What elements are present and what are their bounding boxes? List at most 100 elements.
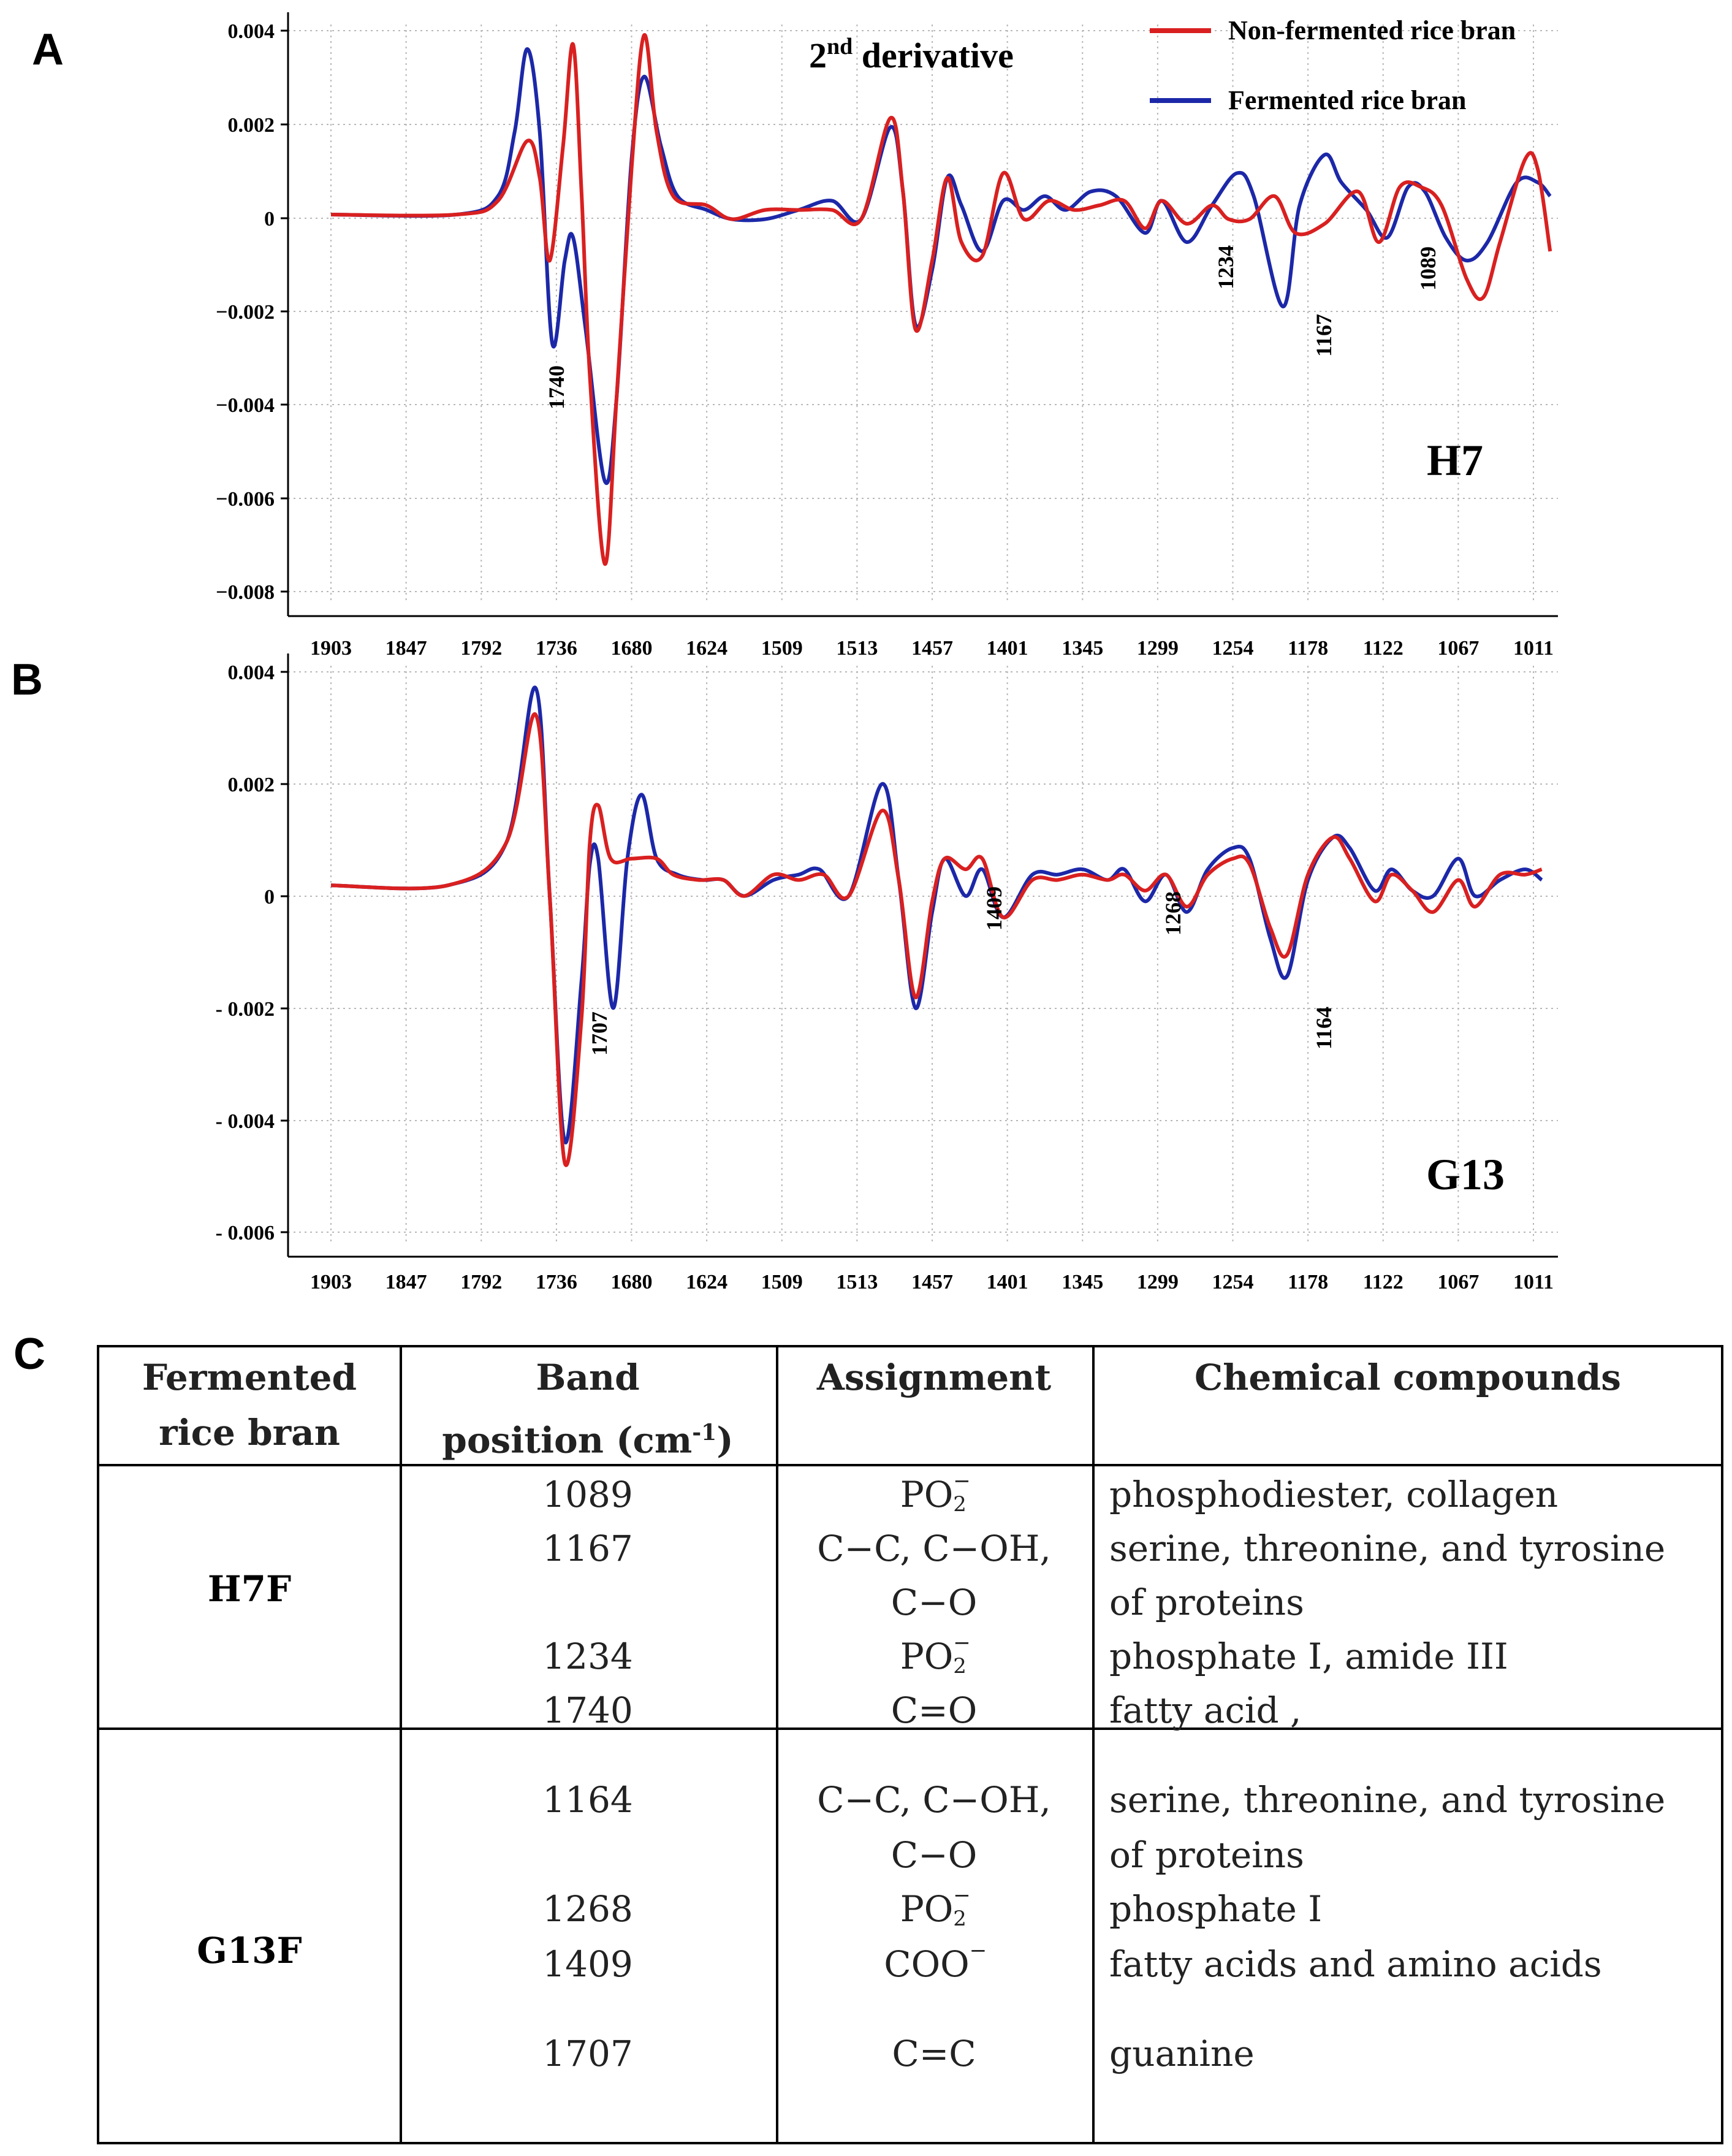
band-position-cell: 1164 <box>542 1779 633 1821</box>
chemical-compound-cell: of proteins <box>1109 1582 1304 1623</box>
annotation-1409: 1409 <box>982 886 1006 931</box>
x-tick-label: 1624 <box>686 1271 727 1293</box>
panel-letter-a: A <box>32 25 64 74</box>
header-fermented-rice-bran: Fermented rice bran <box>142 1357 357 1453</box>
panel-letter-b: B <box>11 655 43 704</box>
band-position-cell: 1234 <box>542 1636 633 1677</box>
x-tick-label: 1509 <box>761 1271 803 1293</box>
annotation-1167: 1167 <box>1312 314 1336 357</box>
annotation-1089: 1089 <box>1416 246 1440 291</box>
x-tick-label: 1513 <box>836 1271 878 1293</box>
x-tick-label: 1067 <box>1437 637 1479 660</box>
series-line-fermented <box>330 685 1543 1145</box>
assignment-cell: PO −2 <box>900 1630 971 1678</box>
band-position-cell: 1167 <box>542 1528 633 1569</box>
y-tick-label: - 0.002 <box>216 998 275 1021</box>
chemical-compound-cell: fatty acid , <box>1109 1689 1302 1731</box>
chemical-compound-cell: of proteins <box>1109 1834 1304 1876</box>
x-tick-label: 1513 <box>836 637 878 660</box>
x-tick-label: 1792 <box>460 1271 502 1293</box>
y-tick-label: −0.002 <box>216 301 275 324</box>
y-tick-label: 0 <box>264 886 275 908</box>
series-line-non-fermented <box>330 712 1543 1167</box>
x-tick-label: 1903 <box>310 1271 352 1293</box>
chemical-compound-cell: phosphate I, amide III <box>1109 1636 1508 1677</box>
chemical-compound-cell: phosphate I <box>1109 1888 1323 1930</box>
x-tick-label: 1254 <box>1212 637 1254 660</box>
header-chemical-compounds: Chemical compounds <box>1195 1357 1621 1398</box>
group-label-h7f: H7F <box>207 1568 292 1610</box>
assignment-cell: PO −2 <box>900 1883 971 1931</box>
annotation-1740: 1740 <box>544 365 569 409</box>
band-position-cell: 1089 <box>542 1474 633 1515</box>
x-tick-label: 1178 <box>1288 1271 1328 1293</box>
y-tick-label: 0 <box>264 208 275 230</box>
x-tick-label: 1178 <box>1288 637 1328 660</box>
y-tick-label: 0.004 <box>228 661 275 684</box>
x-tick-label: 1401 <box>987 1271 1028 1293</box>
header-assignment: Assignment <box>816 1357 1052 1398</box>
chemical-compound-cell: serine, threonine, and tyrosine <box>1109 1528 1666 1569</box>
x-tick-label: 1680 <box>611 1271 653 1293</box>
header-band-position: Band position (cm-1) <box>442 1357 734 1461</box>
assignment-cell: C−C, C−OH, <box>817 1528 1051 1569</box>
y-tick-label: −0.006 <box>216 488 275 511</box>
legend-label-fermented: Fermented rice bran <box>1228 85 1467 115</box>
chemical-compound-cell: serine, threonine, and tyrosine <box>1109 1779 1666 1821</box>
x-tick-label: 1345 <box>1062 637 1103 660</box>
x-tick-label: 1457 <box>911 1271 953 1293</box>
panel-letter-c: C <box>13 1330 45 1379</box>
band-position-cell: 1707 <box>542 2033 633 2074</box>
y-tick-label: 0.002 <box>228 774 275 796</box>
x-tick-label: 1299 <box>1137 1271 1179 1293</box>
x-tick-label: 1903 <box>310 637 352 660</box>
chart-title: 2nd derivative <box>809 34 1014 75</box>
annotation-1234: 1234 <box>1214 245 1238 289</box>
band-position-cell: 1740 <box>542 1689 633 1731</box>
chemical-compound-cell: guanine <box>1109 2033 1255 2074</box>
group-label-g13f: G13F <box>197 1930 302 1971</box>
annotation-1707: 1707 <box>587 1011 612 1056</box>
x-tick-label: 1792 <box>460 637 502 660</box>
assignment-cell: PO −2 <box>900 1468 971 1517</box>
assignment-cell: C=C <box>892 2033 976 2074</box>
panel-label-h7: H7 <box>1427 436 1483 485</box>
chart-a: 0.004 0.002 0 −0.002 −0.004 −0.006 −0.008 1903 1… <box>216 12 1558 660</box>
x-tick-label: 1736 <box>536 1271 577 1293</box>
band-position-cell: 1409 <box>542 1943 633 1985</box>
assignment-cell: COO − <box>884 1938 987 1985</box>
assignment-cell: C−O <box>891 1834 978 1876</box>
x-tick-label: 1509 <box>761 637 803 660</box>
x-tick-label: 1680 <box>611 637 653 660</box>
x-tick-label: 1401 <box>987 637 1028 660</box>
series-line-non-fermented <box>330 33 1552 566</box>
y-tick-label: - 0.006 <box>216 1222 275 1244</box>
x-tick-label: 1624 <box>686 637 727 660</box>
x-tick-label: 1736 <box>536 637 577 660</box>
x-tick-label: 1067 <box>1437 1271 1479 1293</box>
x-tick-label: 1254 <box>1212 1271 1254 1293</box>
x-tick-label: 1122 <box>1363 1271 1403 1293</box>
x-tick-label: 1011 <box>1513 1271 1554 1293</box>
x-tick-label: 1122 <box>1363 637 1403 660</box>
y-tick-label: - 0.004 <box>216 1110 275 1133</box>
x-tick-label: 1345 <box>1062 1271 1103 1293</box>
annotation-1268: 1268 <box>1161 891 1185 935</box>
legend-label-non-fermented: Non-fermented rice bran <box>1228 15 1516 45</box>
x-tick-label: 1847 <box>386 637 427 660</box>
band-position-cell: 1268 <box>542 1888 633 1930</box>
annotation-1164: 1164 <box>1312 1007 1336 1049</box>
chart-b: 0.004 0.002 0 - 0.002 - 0.004 - 0.006 1903 1847… <box>216 653 1558 1293</box>
assignment-cell: C=O <box>891 1689 978 1731</box>
x-tick-label: 1299 <box>1137 637 1179 660</box>
y-tick-label: 0.002 <box>228 114 275 137</box>
chemical-compound-cell: phosphodiester, collagen <box>1109 1474 1559 1515</box>
chemical-compound-cell: fatty acids and amino acids <box>1109 1943 1602 1985</box>
panel-label-g13: G13 <box>1426 1150 1505 1199</box>
y-tick-label: −0.008 <box>216 581 275 604</box>
assignment-cell: C−O <box>891 1582 978 1623</box>
band-assignment-table: Fermented rice bran Band position (cm-1)… <box>97 1345 1723 2144</box>
x-tick-label: 1457 <box>911 637 953 660</box>
y-tick-label: 0.004 <box>228 20 275 43</box>
x-tick-label: 1847 <box>386 1271 427 1293</box>
